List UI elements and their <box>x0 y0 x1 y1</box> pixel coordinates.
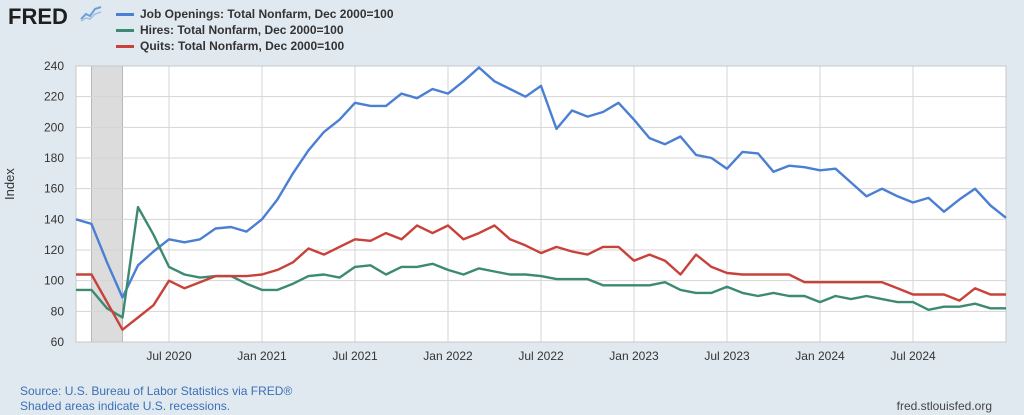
legend-label: Quits: Total Nonfarm, Dec 2000=100 <box>140 39 345 53</box>
legend-item-quits[interactable]: Quits: Total Nonfarm, Dec 2000=100 <box>116 38 344 54</box>
x-tick-label: Jul 2023 <box>704 349 750 363</box>
x-tick-label: Jan 2023 <box>609 349 659 363</box>
legend-swatch <box>116 44 134 48</box>
series-line-2 <box>76 224 1006 331</box>
x-tick-label: Jul 2020 <box>146 349 192 363</box>
x-tick-label: Jul 2022 <box>518 349 564 363</box>
y-tick-label: 180 <box>44 151 64 165</box>
x-tick-label: Jan 2022 <box>423 349 473 363</box>
source-note[interactable]: Source: U.S. Bureau of Labor Statistics … <box>20 384 293 398</box>
x-tick-label: Jul 2021 <box>332 349 378 363</box>
legend-item-hires[interactable]: Hires: Total Nonfarm, Dec 2000=100 <box>116 22 344 38</box>
x-tick-label: Jan 2021 <box>237 349 287 363</box>
y-tick-label: 200 <box>44 120 64 134</box>
fred-logo[interactable]: FRED <box>8 4 68 29</box>
y-tick-label: 160 <box>44 182 64 196</box>
legend-swatch <box>116 12 134 16</box>
y-tick-label: 220 <box>44 90 64 104</box>
x-tick-label: Jan 2024 <box>795 349 845 363</box>
y-tick-label: 60 <box>51 335 65 349</box>
x-tick-label: Jul 2024 <box>890 349 936 363</box>
plot-border <box>75 65 1007 343</box>
legend-item-job-openings[interactable]: Job Openings: Total Nonfarm, Dec 2000=10… <box>116 6 394 22</box>
recession-note: Shaded areas indicate U.S. recessions. <box>20 399 231 413</box>
y-tick-label: 100 <box>44 274 64 288</box>
y-tick-label: 80 <box>51 304 65 318</box>
series-line-0 <box>75 66 1007 299</box>
chart-header: FRED Job Openings: Total Nonfarm, Dec 20… <box>0 0 1024 56</box>
legend-label: Hires: Total Nonfarm, Dec 2000=100 <box>140 23 344 37</box>
logo-graph-icon <box>80 6 102 22</box>
y-tick-label: 240 <box>44 59 64 73</box>
y-tick-label: 120 <box>44 243 64 257</box>
line-chart[interactable]: 60 80 100 120 140 160 180 200 220 240 Jul 2020 Jan … <box>0 56 1024 376</box>
legend-label: Job Openings: Total Nonfarm, Dec 2000=10… <box>140 7 394 21</box>
fred-url[interactable]: fred.stlouisfed.org <box>896 399 992 413</box>
legend-swatch <box>116 28 134 32</box>
y-tick-label: 140 <box>44 212 64 226</box>
